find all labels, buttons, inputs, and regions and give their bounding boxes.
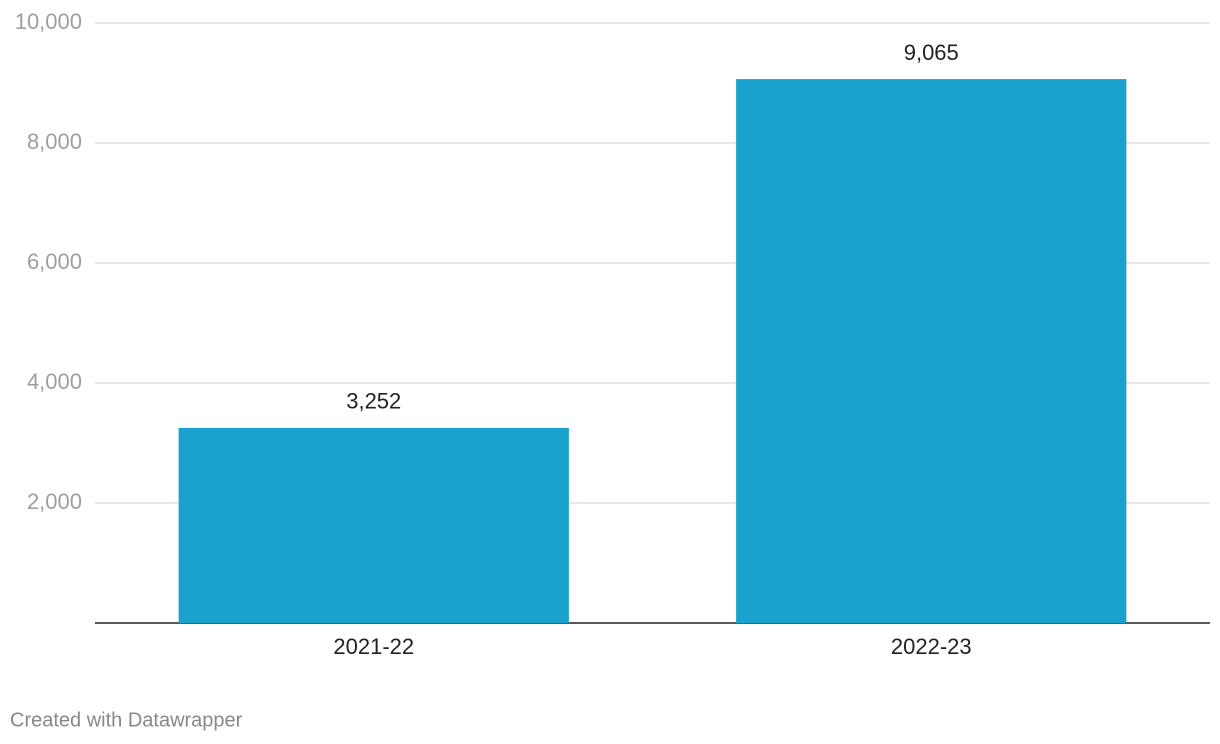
bar	[178, 427, 569, 623]
x-tick-label: 2021-22	[333, 634, 414, 659]
x-tick-label: 2022-23	[891, 634, 972, 659]
value-label: 9,065	[904, 40, 959, 65]
y-tick-label: 10,000	[15, 9, 82, 34]
y-tick-label: 4,000	[27, 369, 82, 394]
y-tick-label: 8,000	[27, 129, 82, 154]
value-label: 3,252	[346, 389, 401, 414]
y-tick-label: 6,000	[27, 249, 82, 274]
bar	[736, 79, 1127, 624]
credit: Created with Datawrapper	[10, 709, 243, 731]
y-tick-label: 2,000	[27, 489, 82, 514]
